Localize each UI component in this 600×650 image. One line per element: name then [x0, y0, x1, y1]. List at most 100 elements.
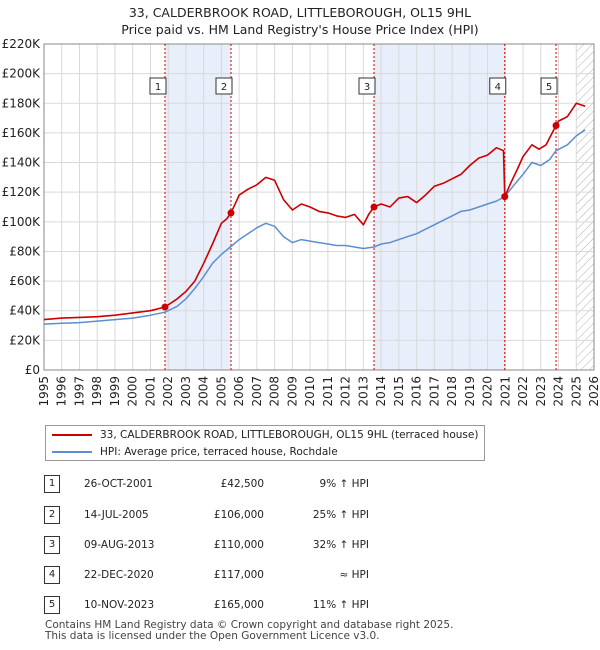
y-tick-label: £140K: [2, 156, 42, 170]
legend-label-property: 33, CALDERBROOK ROAD, LITTLEBOROUGH, OL1…: [100, 429, 479, 441]
sale-row: 4 22-DEC-2020 £117,000 ≈ HPI: [44, 566, 464, 586]
x-tick-label: 2003: [179, 376, 193, 407]
x-tick-label: 1999: [108, 376, 122, 407]
sale-label-box: [489, 77, 507, 95]
sale-badge: 4: [44, 566, 60, 584]
y-tick-label: £160K: [2, 126, 42, 140]
sale-hpi-change: ≈ HPI: [339, 569, 369, 581]
x-tick-label: 2005: [214, 376, 228, 407]
sale-row: 3 09-AUG-2013 £110,000 32% ↑ HPI: [44, 536, 464, 556]
title-line-2: Price paid vs. HM Land Registry's House …: [121, 22, 479, 37]
property-price-line: [43, 102, 586, 321]
sale-row: 5 10-NOV-2023 £165,000 11% ↑ HPI: [44, 596, 464, 616]
legend-item-property: 33, CALDERBROOK ROAD, LITTLEBOROUGH, OL1…: [52, 427, 478, 443]
sale-point: [501, 193, 509, 201]
x-tick-label: 2006: [232, 376, 246, 407]
sale-date: 22-DEC-2020: [84, 569, 154, 581]
future-region: [576, 44, 594, 370]
sale-point: [161, 303, 169, 311]
sale-point: [552, 122, 560, 129]
x-tick-label: 2025: [569, 376, 583, 407]
x-tick-label: 2024: [552, 376, 566, 407]
chart-title: 33, CALDERBROOK ROAD, LITTLEBOROUGH, OL1…: [0, 4, 600, 38]
x-tick-label: 2004: [197, 376, 211, 407]
sale-price: £117,000: [213, 569, 264, 581]
legend-item-hpi: HPI: Average price, terraced house, Roch…: [52, 444, 338, 460]
footer: Contains HM Land Registry data © Crown c…: [45, 620, 453, 642]
x-tick-label: 2009: [285, 376, 299, 407]
sale-hpi-change: 9% ↑ HPI: [319, 478, 369, 490]
x-tick-label: 2023: [534, 376, 548, 407]
sale-hpi-change: 11% ↑ HPI: [312, 599, 369, 611]
sale-point: [370, 203, 378, 211]
legend-swatch-property: [52, 434, 92, 436]
x-tick-label: 2021: [498, 376, 512, 407]
x-tick-label: 2020: [481, 376, 495, 407]
sale-point: [227, 209, 235, 217]
y-tick-label: £100K: [2, 215, 42, 229]
x-tick-label: 2016: [410, 376, 424, 407]
sale-label-box: [215, 77, 233, 95]
sale-badge: 1: [44, 475, 60, 493]
sale-badge: 3: [44, 536, 60, 554]
shaded-period: [165, 44, 231, 370]
sale-row: 2 14-JUL-2005 £106,000 25% ↑ HPI: [44, 506, 464, 526]
x-tick-label: 2012: [339, 376, 353, 407]
x-tick-label: 2001: [143, 376, 157, 407]
legend-label-hpi: HPI: Average price, terraced house, Roch…: [100, 446, 338, 458]
sale-hpi-change: 25% ↑ HPI: [312, 509, 369, 521]
footer-licence: This data is licensed under the Open Gov…: [45, 630, 380, 642]
sale-label-number: 1: [155, 82, 161, 93]
sale-date: 09-AUG-2013: [84, 539, 155, 551]
x-tick-label: 1997: [72, 376, 86, 407]
y-tick-label: £120K: [2, 185, 42, 199]
y-tick-label: £20K: [9, 333, 41, 347]
x-tick-label: 1995: [37, 376, 51, 407]
x-tick-label: 2010: [303, 376, 317, 407]
sale-label-box: [540, 77, 558, 95]
sale-row: 1 26-OCT-2001 £42,500 9% ↑ HPI: [44, 475, 464, 495]
sale-label-number: 5: [546, 82, 552, 93]
x-tick-label: 2013: [356, 376, 370, 407]
x-tick-label: 1996: [55, 376, 69, 407]
sale-price: £42,500: [220, 478, 264, 490]
sale-date: 10-NOV-2023: [84, 599, 155, 611]
x-tick-label: 2019: [463, 376, 477, 407]
sale-badge: 5: [44, 596, 60, 614]
footer-copyright: Contains HM Land Registry data © Crown c…: [45, 619, 454, 631]
x-tick-label: 2002: [161, 376, 175, 407]
x-tick-label: 2008: [268, 376, 282, 407]
sale-date: 26-OCT-2001: [84, 478, 153, 490]
y-tick-label: £0: [25, 363, 40, 377]
x-tick-label: 2022: [516, 376, 530, 407]
price-chart: £0 £20K £40K £60K £80K £100K £120K £140K £160K £1…: [2, 37, 600, 407]
plot-frame: [43, 43, 595, 371]
x-tick-label: 2015: [392, 376, 406, 407]
sale-hpi-change: 32% ↑ HPI: [312, 539, 369, 551]
x-tick-label: 2007: [250, 376, 264, 407]
x-tick-label: 2000: [126, 376, 140, 407]
sale-label-box: [149, 77, 167, 95]
y-tick-label: £180K: [2, 96, 42, 110]
title-line-1: 33, CALDERBROOK ROAD, LITTLEBOROUGH, OL1…: [128, 5, 472, 20]
legend: 33, CALDERBROOK ROAD, LITTLEBOROUGH, OL1…: [45, 425, 485, 461]
x-tick-label: 2011: [321, 376, 335, 407]
x-tick-label: 2017: [427, 376, 441, 407]
y-tick-label: £40K: [9, 304, 41, 318]
x-tick-label: 1998: [90, 376, 104, 407]
y-tick-label: £80K: [9, 244, 41, 258]
sale-label-number: 2: [221, 82, 227, 93]
sale-label-number: 3: [364, 82, 370, 93]
y-tick-label: £60K: [9, 274, 41, 288]
y-tick-label: £220K: [2, 37, 42, 51]
x-tick-label: 2014: [374, 376, 388, 407]
x-tick-label: 2018: [445, 376, 459, 407]
x-tick-label: 2026: [587, 376, 600, 407]
shaded-period: [374, 44, 505, 370]
sale-badge: 2: [44, 506, 60, 524]
sale-label-number: 4: [495, 82, 501, 93]
sale-date: 14-JUL-2005: [84, 509, 149, 521]
y-tick-label: £200K: [2, 67, 42, 81]
sale-price: £106,000: [213, 509, 264, 521]
legend-swatch-hpi: [52, 451, 92, 453]
